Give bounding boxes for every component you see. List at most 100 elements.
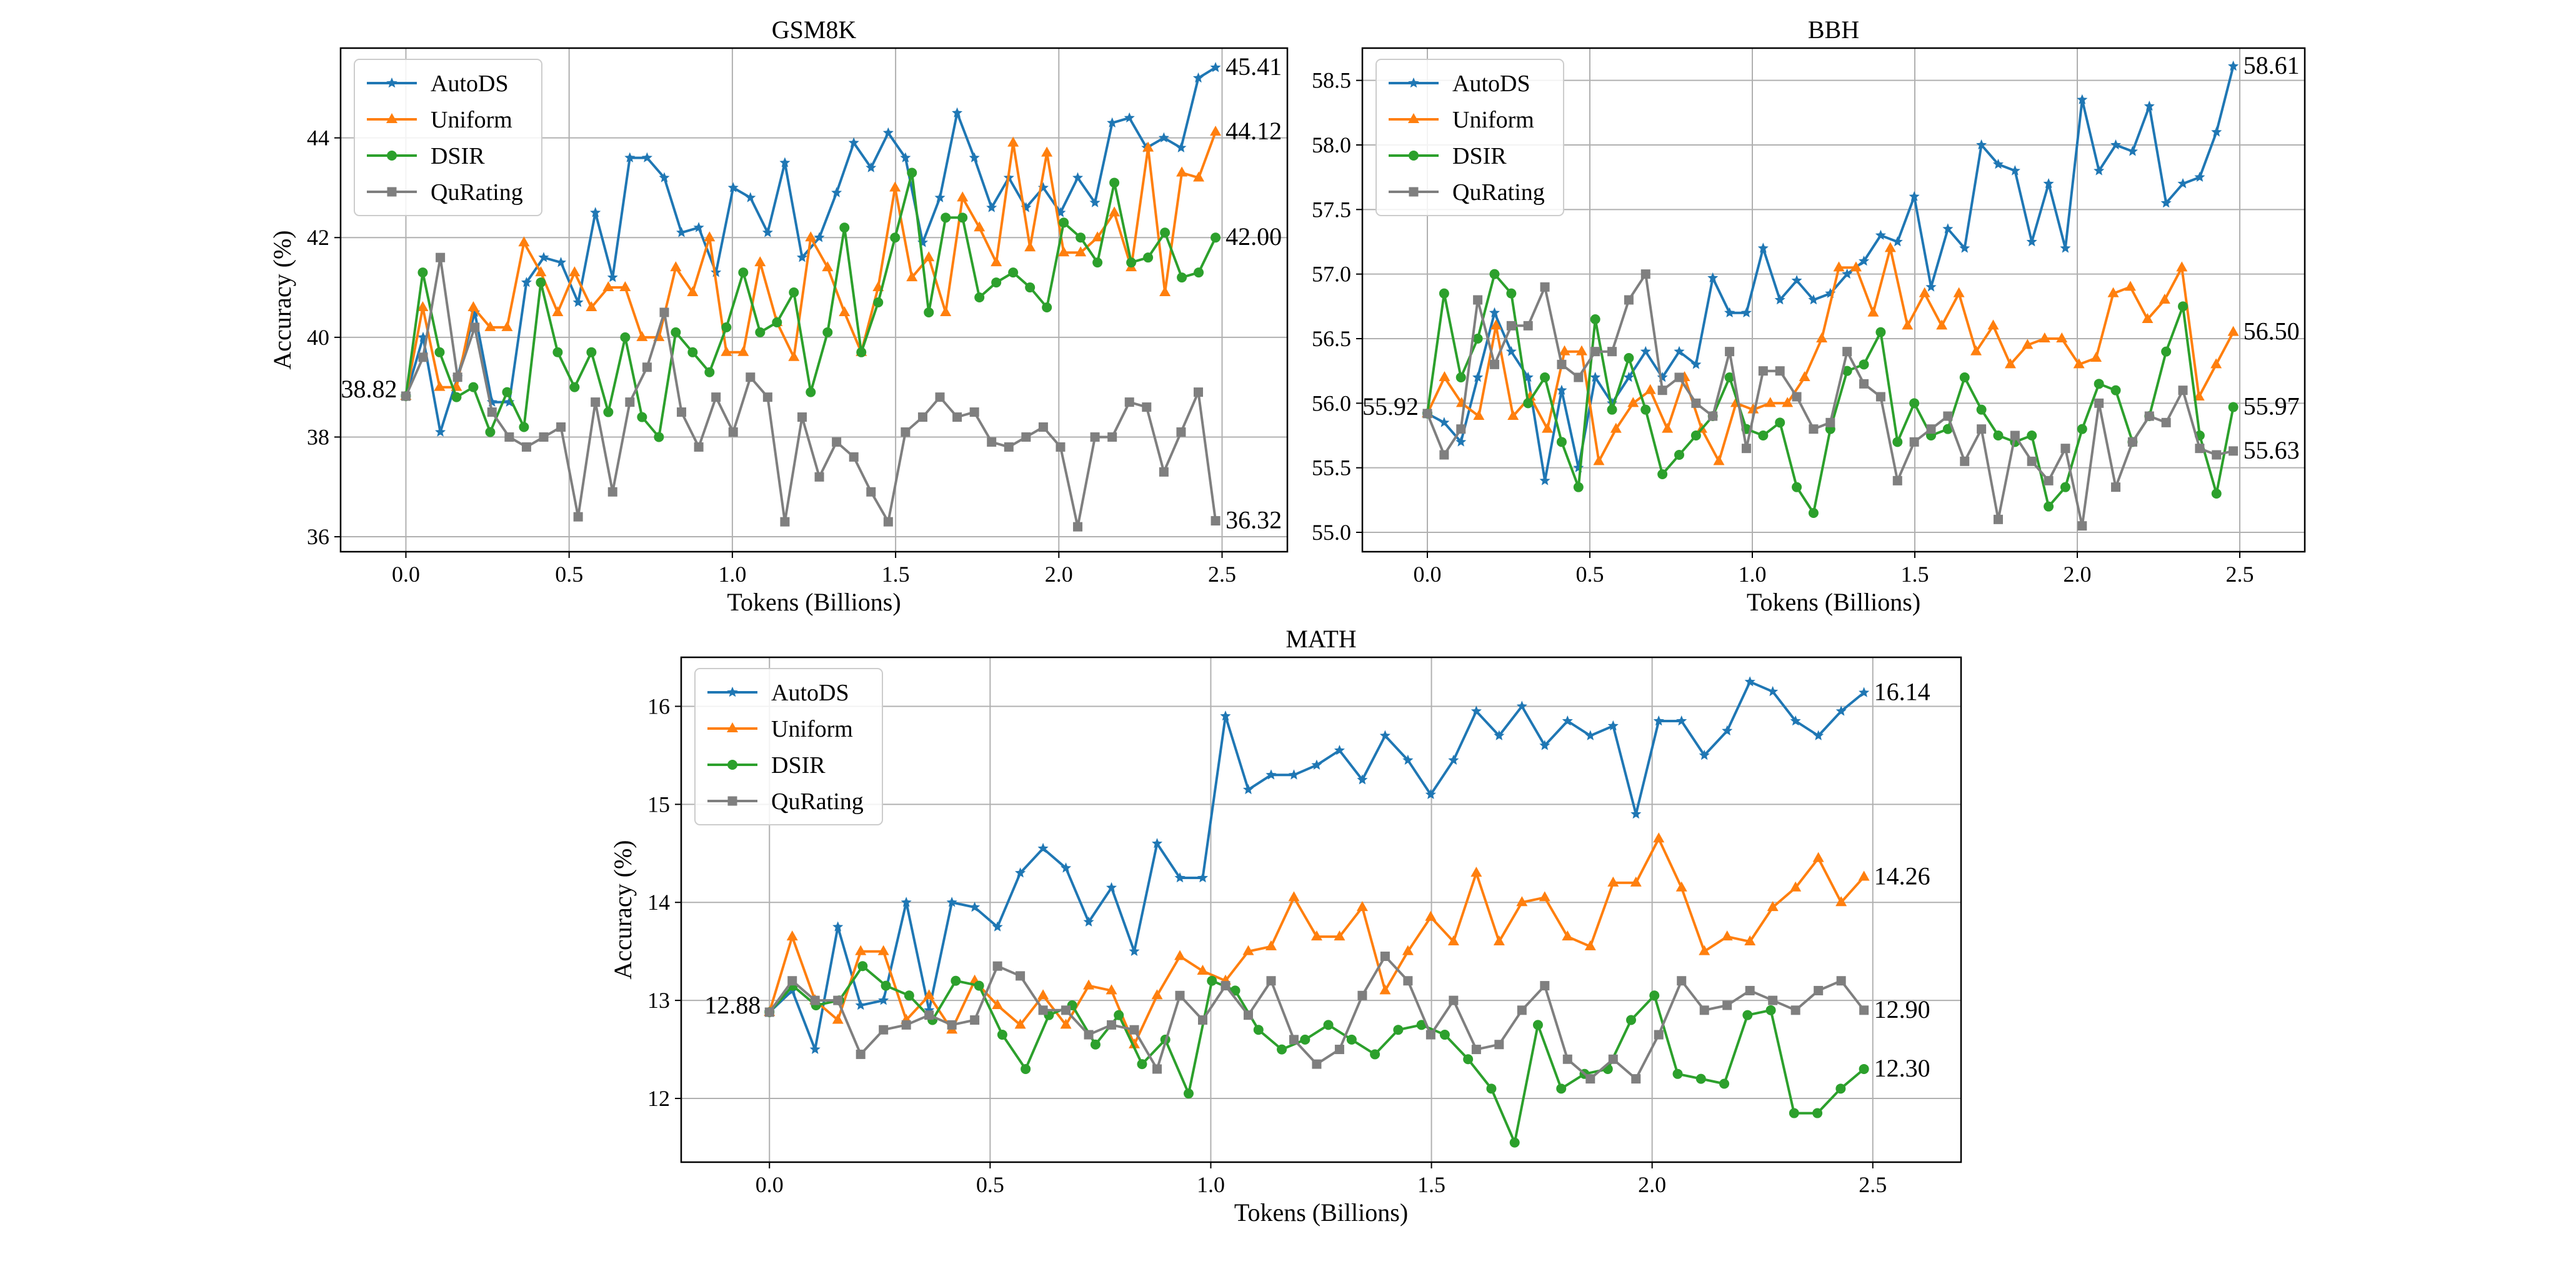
data-point xyxy=(1517,1005,1527,1015)
data-point xyxy=(1835,705,1847,716)
data-point xyxy=(1076,232,1086,243)
data-point xyxy=(1174,950,1186,960)
data-point xyxy=(1494,730,1505,740)
data-point xyxy=(401,391,411,401)
data-point xyxy=(1463,1054,1474,1065)
data-point xyxy=(572,297,584,307)
x-axis-label: Tokens (Billions) xyxy=(727,588,901,616)
data-point xyxy=(502,387,512,397)
data-point xyxy=(1379,984,1391,995)
plot-frame xyxy=(680,656,1962,1163)
data-point xyxy=(467,301,479,311)
data-point xyxy=(642,362,652,372)
data-point xyxy=(1768,995,1778,1005)
data-point xyxy=(1836,976,1846,986)
data-point xyxy=(1607,404,1617,415)
data-point xyxy=(2177,178,2189,189)
data-point xyxy=(1055,207,1066,217)
data-point xyxy=(1059,217,1069,228)
data-point xyxy=(1312,1059,1322,1069)
y-tick-label: 57.5 xyxy=(1312,197,1351,222)
data-point xyxy=(1211,232,1221,243)
data-point xyxy=(1775,417,1785,428)
end-value-label: 44.12 xyxy=(1226,117,1282,145)
end-value-label: 55.63 xyxy=(2244,436,2300,464)
chart-bbh: 0.0 0.5 1.0 1.5 2.0 2.5 55.0 55.5 56.0 56.5 57.0 57… xyxy=(1312,16,2306,616)
data-point xyxy=(677,407,687,417)
data-point xyxy=(1719,1078,1730,1089)
data-point xyxy=(1024,241,1036,252)
data-point xyxy=(1699,1005,1709,1015)
data-point xyxy=(797,412,807,422)
legend-entry: QuRating xyxy=(1452,179,1545,206)
data-point xyxy=(1439,1030,1450,1040)
data-point xyxy=(1061,862,1072,873)
data-point xyxy=(1976,139,1987,150)
data-point xyxy=(624,152,636,162)
data-point xyxy=(924,1010,934,1020)
data-point xyxy=(1210,62,1221,72)
data-point xyxy=(1790,1005,1800,1015)
data-point xyxy=(552,306,564,316)
data-point xyxy=(659,307,669,317)
data-point xyxy=(1210,126,1222,136)
data-point xyxy=(1473,410,1485,420)
data-point xyxy=(1425,910,1437,921)
data-point xyxy=(1177,272,1187,283)
chart-title: GSM8K xyxy=(772,16,857,44)
data-point xyxy=(1993,430,2004,440)
data-point xyxy=(957,212,968,223)
data-point xyxy=(1722,725,1733,735)
data-point xyxy=(637,412,647,422)
data-point xyxy=(1574,372,1584,382)
data-point xyxy=(556,422,566,432)
data-point xyxy=(1159,467,1169,477)
data-point xyxy=(1175,990,1185,1000)
data-point xyxy=(1960,456,1970,466)
data-point xyxy=(809,1043,821,1054)
data-point xyxy=(1623,372,1634,382)
data-point xyxy=(890,232,901,243)
data-point xyxy=(1699,749,1710,760)
data-point xyxy=(779,157,791,167)
data-point xyxy=(814,232,825,242)
x-tick-label: 1.5 xyxy=(1901,562,1929,587)
data-point xyxy=(1253,1025,1264,1035)
data-point xyxy=(2144,411,2154,421)
data-point xyxy=(1813,730,1824,740)
y-tick-label: 15 xyxy=(647,792,670,817)
data-point xyxy=(737,346,749,356)
data-point xyxy=(969,407,979,417)
x-tick-label: 2.5 xyxy=(2226,562,2254,587)
y-tick-label: 36 xyxy=(307,524,329,549)
data-point xyxy=(946,897,957,907)
data-point xyxy=(1489,269,1500,279)
data-point xyxy=(721,346,732,356)
data-point xyxy=(1919,287,1930,297)
data-point xyxy=(1677,976,1687,986)
data-point xyxy=(1288,891,1300,902)
data-point xyxy=(1425,789,1436,799)
data-point xyxy=(1657,386,1667,396)
data-point xyxy=(1379,730,1390,740)
end-value-label: 36.32 xyxy=(1226,506,1282,534)
data-point xyxy=(1816,332,1828,342)
data-point xyxy=(1084,1030,1094,1040)
data-point xyxy=(1106,882,1117,892)
data-point xyxy=(1653,715,1664,726)
data-point xyxy=(704,231,716,242)
data-point xyxy=(1875,229,1886,240)
data-point xyxy=(1523,321,1533,331)
series-dsir: 55.97 xyxy=(1422,269,2300,518)
data-point xyxy=(1506,321,1516,331)
data-point xyxy=(591,397,601,407)
legend-entry: AutoDS xyxy=(771,680,849,706)
data-point xyxy=(1590,372,1601,382)
data-point xyxy=(1439,450,1449,460)
data-point xyxy=(1522,372,1534,382)
data-point xyxy=(992,998,1004,1009)
data-point xyxy=(2056,332,2068,342)
data-point xyxy=(620,332,631,342)
data-point xyxy=(1699,945,1710,955)
data-point xyxy=(879,1025,889,1035)
